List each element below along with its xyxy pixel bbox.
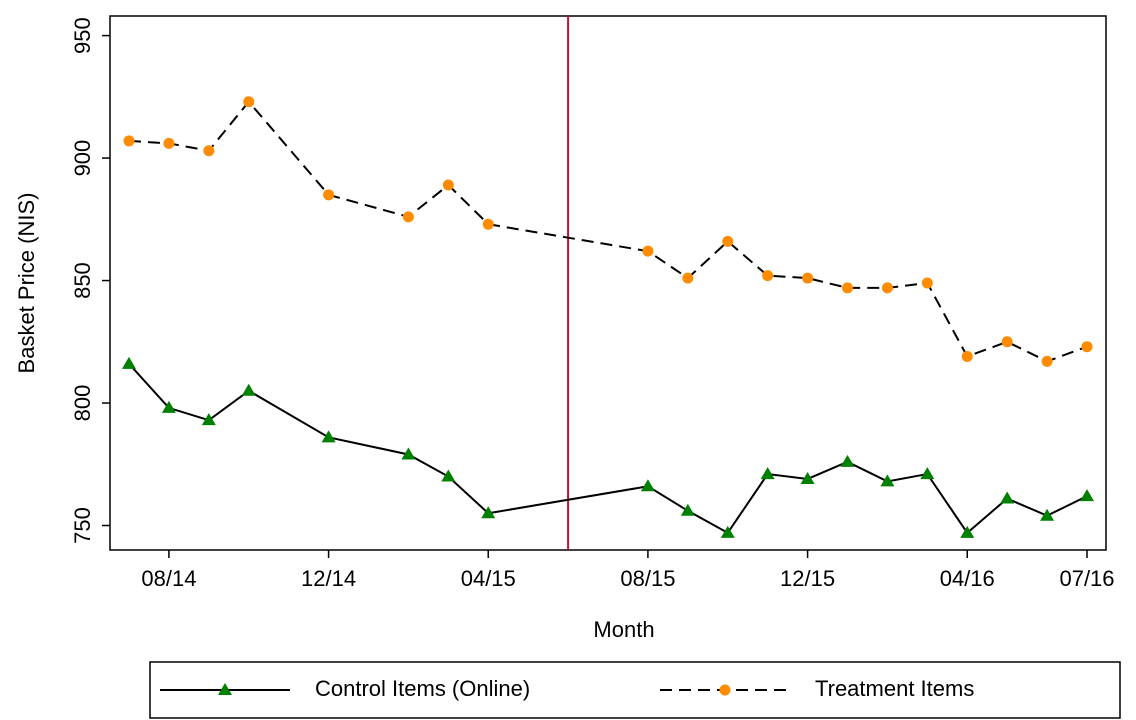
marker — [243, 96, 255, 108]
marker — [920, 467, 935, 480]
marker — [762, 270, 774, 282]
marker — [800, 471, 815, 484]
marker — [441, 469, 456, 482]
x-tick-label: 12/15 — [780, 566, 835, 591]
marker — [842, 282, 853, 294]
x-tick-label: 07/16 — [1059, 566, 1114, 591]
marker — [961, 350, 973, 362]
series-line — [128, 363, 1088, 535]
y-tick-label: 750 — [70, 507, 95, 544]
marker — [921, 277, 933, 289]
marker — [203, 145, 215, 157]
x-tick-label: 04/16 — [940, 566, 995, 591]
marker — [163, 137, 175, 149]
legend-box — [149, 661, 1121, 719]
legend-marker — [218, 683, 232, 695]
marker — [720, 525, 735, 538]
marker — [122, 356, 136, 369]
marker — [960, 525, 975, 538]
marker — [1000, 491, 1015, 504]
y-tick-label: 850 — [70, 262, 95, 299]
marker — [323, 189, 335, 201]
marker — [682, 272, 694, 284]
legend-marker — [719, 684, 731, 696]
series-line — [128, 100, 1088, 363]
y-axis-label: Basket Price (NIS) — [14, 193, 39, 374]
marker — [201, 413, 216, 426]
x-axis-label: Month — [593, 617, 654, 642]
marker — [760, 467, 775, 480]
marker — [642, 245, 654, 257]
legend-label: Control Items (Online) — [315, 676, 530, 701]
marker — [880, 474, 895, 487]
marker — [1081, 341, 1093, 353]
marker — [481, 506, 496, 519]
marker — [840, 454, 855, 467]
marker — [321, 430, 336, 443]
marker — [401, 447, 416, 460]
plot-frame — [109, 15, 1107, 551]
marker — [1040, 508, 1055, 521]
marker — [881, 282, 893, 294]
marker — [1041, 355, 1053, 367]
x-tick-label: 08/15 — [620, 566, 675, 591]
marker — [640, 479, 655, 492]
marker — [442, 179, 454, 191]
x-tick-label: 04/15 — [461, 566, 516, 591]
marker — [1080, 489, 1094, 502]
marker — [482, 218, 494, 230]
marker — [161, 400, 176, 413]
x-tick-label: 08/14 — [141, 566, 196, 591]
y-tick-label: 800 — [70, 385, 95, 422]
y-tick-label: 950 — [70, 17, 95, 54]
marker — [402, 211, 414, 223]
marker — [1001, 336, 1013, 348]
marker — [680, 503, 695, 516]
x-tick-label: 12/14 — [301, 566, 356, 591]
marker — [123, 135, 135, 147]
y-tick-label: 900 — [70, 140, 95, 177]
marker — [722, 235, 734, 247]
marker — [241, 383, 256, 396]
marker — [802, 272, 814, 284]
legend-label: Treatment Items — [815, 676, 974, 701]
